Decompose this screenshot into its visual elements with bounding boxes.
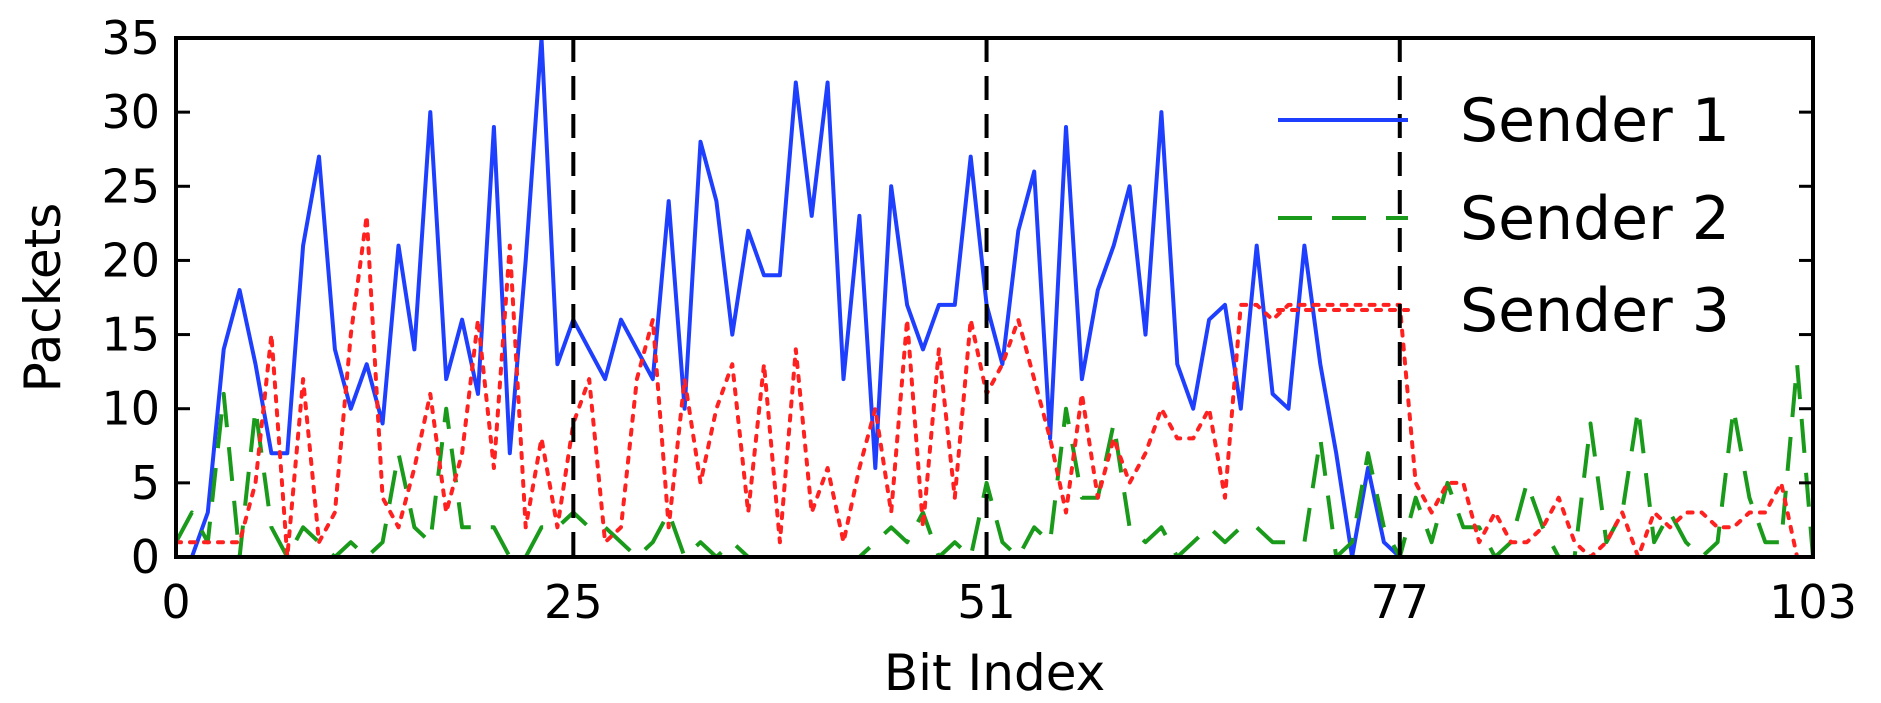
y-tick-label: 35 [101,11,160,65]
vertical-markers [571,38,1402,557]
series-line-3 [174,213,1815,559]
legend: Sender 1 Sender 2 Sender 3 [1276,86,1730,346]
y-tick-label: 20 [101,233,160,287]
x-tick-label: 0 [161,575,190,629]
x-axis-title: Bit Index [884,644,1105,699]
x-tick-label: 25 [544,575,603,629]
axis-ticks: 0 25 51 77 103 0 5 10 15 20 25 30 35 [101,11,1856,629]
series-line-2 [174,362,1815,559]
legend-label-sender-3: Sender 3 [1460,276,1730,346]
y-tick-label: 30 [101,85,160,139]
x-tick-label: 103 [1769,575,1857,629]
x-tick-label: 77 [1371,575,1430,629]
legend-label-sender-2: Sender 2 [1460,184,1730,254]
legend-label-sender-1: Sender 1 [1460,86,1730,156]
y-tick-label: 10 [101,382,160,436]
y-tick-label: 25 [101,159,160,213]
y-tick-label: 5 [131,456,160,510]
x-tick-label: 51 [957,575,1016,629]
y-tick-label: 0 [131,530,160,584]
y-axis-title: Packets [14,203,72,393]
plot-frame [174,36,1815,559]
y-tick-label: 15 [101,308,160,362]
